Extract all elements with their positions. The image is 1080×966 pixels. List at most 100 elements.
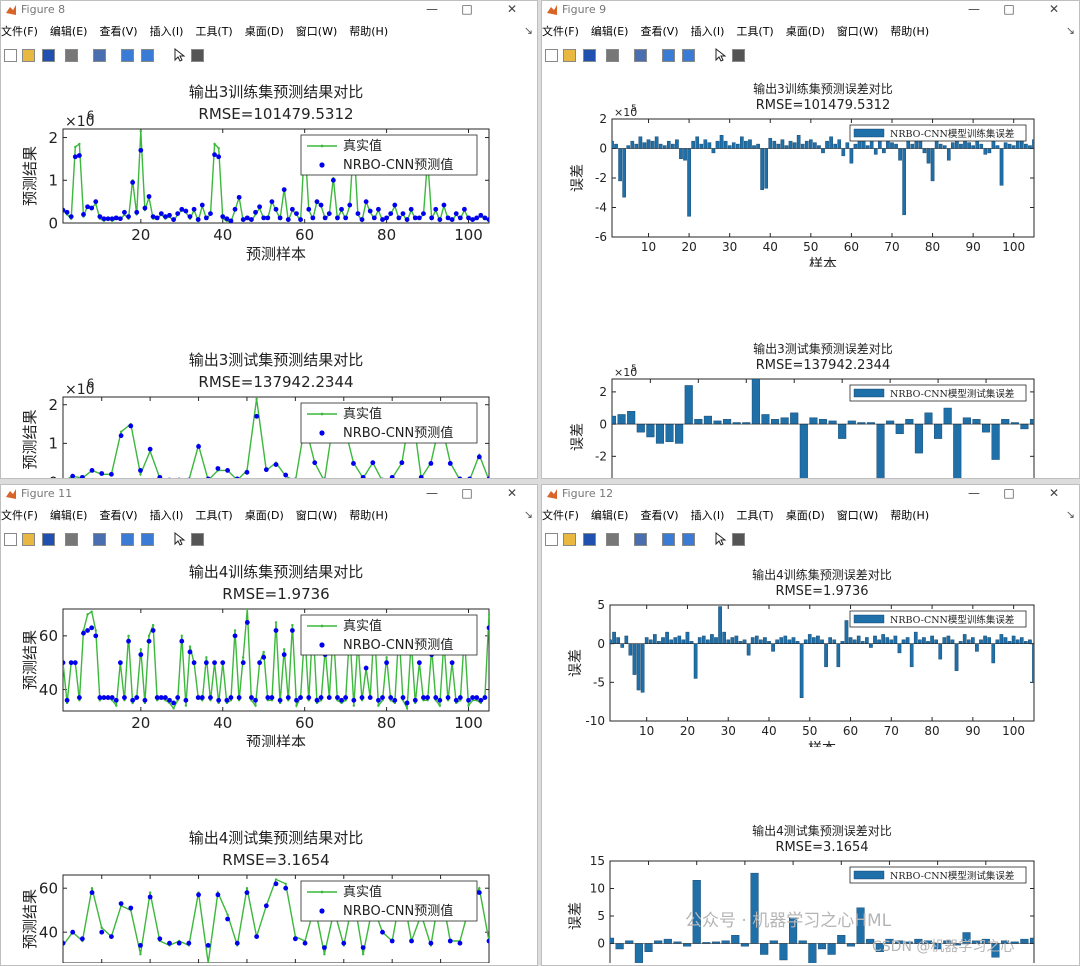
menu-window[interactable]: 窗口(W) <box>295 25 338 38</box>
maximize-button[interactable]: □ <box>1003 486 1015 500</box>
insert-colorbar-icon[interactable] <box>121 49 134 62</box>
insert-legend-icon[interactable] <box>141 49 154 62</box>
menu-view[interactable]: 查看(V) <box>99 509 138 522</box>
new-file-icon[interactable] <box>4 533 17 546</box>
menu-file[interactable]: 文件(F) <box>542 25 579 38</box>
menu-edit[interactable]: 编辑(E) <box>49 509 88 522</box>
menu-window[interactable]: 窗口(W) <box>295 509 338 522</box>
close-button[interactable]: ✕ <box>506 486 518 500</box>
menu-insert[interactable]: 插入(I) <box>690 25 725 38</box>
insert-colorbar-icon[interactable] <box>662 533 675 546</box>
print-icon[interactable] <box>65 533 78 546</box>
minimize-button[interactable]: — <box>968 2 980 16</box>
open-folder-icon[interactable] <box>563 49 576 62</box>
true-value-point <box>262 650 265 654</box>
save-icon[interactable] <box>583 533 596 546</box>
print-icon[interactable] <box>65 49 78 62</box>
export-icon[interactable] <box>634 533 647 546</box>
menu-window[interactable]: 窗口(W) <box>836 509 879 522</box>
insert-legend-icon[interactable] <box>682 49 695 62</box>
maximize-button[interactable]: □ <box>1003 2 1015 16</box>
export-icon[interactable] <box>93 533 106 546</box>
prediction-point <box>359 217 365 222</box>
minimize-button[interactable]: — <box>426 486 438 500</box>
insert-colorbar-icon[interactable] <box>662 49 675 62</box>
title-bar[interactable]: Figure 8 — □ ✕ <box>1 1 537 19</box>
new-file-icon[interactable] <box>545 49 558 62</box>
figure-9-window[interactable]: Figure 9 — □ ✕ 文件(F) 编辑(E) 查看(V) 插入(I) 工具(T)… <box>541 0 1080 479</box>
dock-arrow-icon[interactable]: ↘ <box>1065 508 1075 521</box>
export-icon[interactable] <box>634 49 647 62</box>
menu-insert[interactable]: 插入(I) <box>690 509 725 522</box>
menu-help[interactable]: 帮助(H) <box>349 25 389 38</box>
menu-desktop[interactable]: 桌面(D) <box>785 25 825 38</box>
menu-help[interactable]: 帮助(H) <box>890 25 930 38</box>
menu-edit[interactable]: 编辑(E) <box>49 25 88 38</box>
title-bar[interactable]: Figure 9 — □ ✕ <box>542 1 1079 19</box>
menu-view[interactable]: 查看(V) <box>99 25 138 38</box>
figure-canvas: 输出3训练集预测误差对比 RMSE=101479.5312 10 20 30 40 50 60… <box>542 67 1079 478</box>
menu-view[interactable]: 查看(V) <box>640 25 679 38</box>
menu-tools[interactable]: 工具(T) <box>195 25 233 38</box>
menu-desktop[interactable]: 桌面(D) <box>244 25 284 38</box>
open-folder-icon[interactable] <box>22 49 35 62</box>
menu-insert[interactable]: 插入(I) <box>149 509 184 522</box>
figure-8-window[interactable]: Figure 8 — □ ✕ 文件(F) 编辑(E) 查看(V) 插入(I) 工具(T)… <box>0 0 538 479</box>
close-button[interactable]: ✕ <box>1048 486 1060 500</box>
save-icon[interactable] <box>583 49 596 62</box>
figure-12-window[interactable]: Figure 12 — □ ✕ 文件(F) 编辑(E) 查看(V) 插入(I) 工具(T… <box>541 484 1080 966</box>
property-inspector-icon[interactable] <box>191 49 204 62</box>
menu-edit[interactable]: 编辑(E) <box>590 509 629 522</box>
menu-view[interactable]: 查看(V) <box>640 509 679 522</box>
export-icon[interactable] <box>93 49 106 62</box>
menu-tools[interactable]: 工具(T) <box>736 509 774 522</box>
menu-tools[interactable]: 工具(T) <box>195 509 233 522</box>
pointer-icon[interactable] <box>712 531 728 547</box>
menu-window[interactable]: 窗口(W) <box>836 25 879 38</box>
dock-arrow-icon[interactable]: ↘ <box>1065 24 1075 37</box>
maximize-button[interactable]: □ <box>461 2 473 16</box>
menu-file[interactable]: 文件(F) <box>542 509 579 522</box>
menu-tools[interactable]: 工具(T) <box>736 25 774 38</box>
insert-colorbar-icon[interactable] <box>121 533 134 546</box>
property-inspector-icon[interactable] <box>191 533 204 546</box>
new-file-icon[interactable] <box>4 49 17 62</box>
menu-desktop[interactable]: 桌面(D) <box>785 509 825 522</box>
pointer-icon[interactable] <box>171 531 187 547</box>
title-bar[interactable]: Figure 11 — □ ✕ <box>1 485 537 503</box>
minimize-button[interactable]: — <box>968 486 980 500</box>
new-file-icon[interactable] <box>545 533 558 546</box>
title-bar[interactable]: Figure 12 — □ ✕ <box>542 485 1079 503</box>
pointer-icon[interactable] <box>171 47 187 63</box>
save-icon[interactable] <box>42 533 55 546</box>
menu-help[interactable]: 帮助(H) <box>890 509 930 522</box>
insert-legend-icon[interactable] <box>682 533 695 546</box>
error-bar <box>769 940 778 944</box>
close-button[interactable]: ✕ <box>1048 2 1060 16</box>
menu-edit[interactable]: 编辑(E) <box>590 25 629 38</box>
prediction-point <box>196 892 201 898</box>
save-icon[interactable] <box>42 49 55 62</box>
print-icon[interactable] <box>606 533 619 546</box>
dock-arrow-icon[interactable]: ↘ <box>523 508 533 521</box>
menu-file[interactable]: 文件(F) <box>1 25 38 38</box>
menu-help[interactable]: 帮助(H) <box>349 509 389 522</box>
error-bar <box>618 148 622 182</box>
menu-desktop[interactable]: 桌面(D) <box>244 509 284 522</box>
insert-legend-icon[interactable] <box>141 533 154 546</box>
figure-11-window[interactable]: Figure 11 — □ ✕ 文件(F) 编辑(E) 查看(V) 插入(I) 工具(T… <box>0 484 538 966</box>
menu-file[interactable]: 文件(F) <box>1 509 38 522</box>
open-folder-icon[interactable] <box>563 533 576 546</box>
maximize-button[interactable]: □ <box>461 486 473 500</box>
dock-arrow-icon[interactable]: ↘ <box>523 24 533 37</box>
menu-insert[interactable]: 插入(I) <box>149 25 184 38</box>
minimize-button[interactable]: — <box>426 2 438 16</box>
prediction-point <box>244 215 250 221</box>
pointer-icon[interactable] <box>712 47 728 63</box>
property-inspector-icon[interactable] <box>732 49 745 62</box>
open-folder-icon[interactable] <box>22 533 35 546</box>
print-icon[interactable] <box>606 49 619 62</box>
x-tick-label: 30 <box>722 240 737 254</box>
property-inspector-icon[interactable] <box>732 533 745 546</box>
close-button[interactable]: ✕ <box>506 2 518 16</box>
